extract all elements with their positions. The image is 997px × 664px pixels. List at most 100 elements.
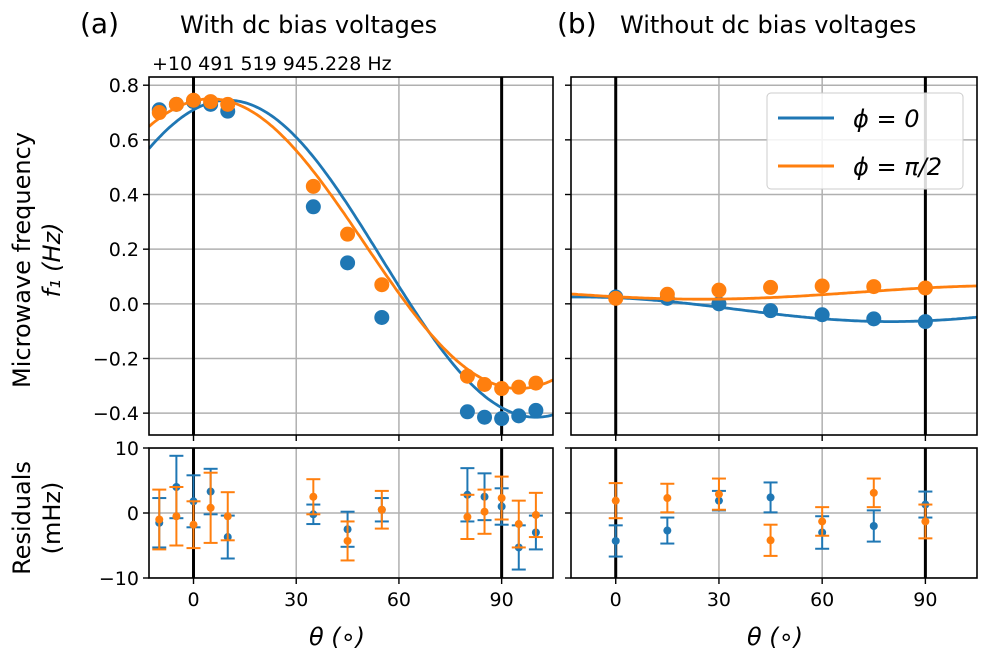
data-point bbox=[309, 492, 318, 501]
data-point bbox=[528, 375, 544, 391]
data-point bbox=[814, 278, 830, 294]
y-tick-label: 0 bbox=[127, 503, 139, 525]
data-point bbox=[659, 286, 675, 302]
x-tick-label: 60 bbox=[387, 589, 411, 611]
y-tick-label: −10 bbox=[99, 568, 139, 590]
panel-a-tag: (a) bbox=[80, 7, 119, 40]
y-axis-label-bottom-line1: Residuals bbox=[8, 461, 36, 575]
panel-b-title: Without dc bias voltages bbox=[620, 11, 916, 39]
data-point bbox=[480, 507, 489, 516]
data-point bbox=[514, 520, 523, 529]
y-tick-label: −0.4 bbox=[93, 403, 139, 425]
x-tick-label: 0 bbox=[610, 589, 622, 611]
data-point bbox=[203, 94, 219, 110]
y-axis-label-top-line2: f₁ (Hz) bbox=[38, 222, 66, 297]
data-point bbox=[869, 488, 878, 497]
x-tick-label: 0 bbox=[187, 589, 199, 611]
data-point bbox=[189, 520, 198, 529]
data-point bbox=[497, 494, 506, 503]
x-axis-label-b: θ (∘) bbox=[747, 623, 803, 651]
data-point bbox=[763, 303, 779, 319]
y-tick-label: 10 bbox=[115, 438, 139, 460]
y-axis-label-bottom-line2: (mHz) bbox=[38, 482, 66, 555]
fit-curve bbox=[149, 97, 553, 390]
offset-text: +10 491 519 945.228 Hz bbox=[152, 53, 392, 75]
data-point bbox=[172, 512, 181, 521]
panel-b-residuals-plot: 0 30 60 90 bbox=[565, 447, 978, 611]
panel-a-residuals-plot: 0 30 60 90 10 0 −10 bbox=[99, 438, 554, 611]
y-tick-label: 0.0 bbox=[109, 294, 139, 316]
data-point bbox=[343, 536, 352, 545]
y-tick-label: 0.2 bbox=[109, 239, 139, 261]
plot-area bbox=[571, 77, 977, 435]
y-axis-label-top-line1: Microwave frequency bbox=[8, 132, 36, 388]
plot-area bbox=[149, 448, 553, 578]
legend-label-phi0: ϕ = 0 bbox=[853, 105, 919, 133]
legend-label-phi-pi2: ϕ = π/2 bbox=[853, 153, 942, 181]
data-point bbox=[917, 314, 933, 330]
data-point bbox=[814, 307, 830, 323]
data-point bbox=[377, 505, 386, 514]
data-point bbox=[714, 490, 723, 499]
data-point bbox=[866, 311, 882, 327]
data-point bbox=[155, 515, 164, 524]
data-point bbox=[611, 496, 620, 505]
axes-frame bbox=[570, 76, 978, 436]
data-point bbox=[223, 512, 232, 521]
data-point bbox=[477, 409, 493, 425]
plot-area bbox=[571, 448, 977, 578]
data-point bbox=[340, 226, 356, 242]
x-tick-label: 30 bbox=[707, 589, 731, 611]
data-point bbox=[866, 279, 882, 295]
fit-curve bbox=[571, 284, 977, 301]
data-point bbox=[463, 512, 472, 521]
data-point bbox=[494, 381, 510, 397]
x-tick-label: 30 bbox=[284, 589, 308, 611]
data-point bbox=[220, 96, 236, 112]
data-point bbox=[663, 526, 672, 535]
data-point bbox=[921, 517, 930, 526]
data-point bbox=[528, 402, 544, 418]
data-point bbox=[663, 494, 672, 503]
data-point bbox=[206, 503, 215, 512]
data-point bbox=[608, 290, 624, 306]
x-tick-label: 90 bbox=[913, 589, 937, 611]
data-point bbox=[374, 277, 390, 293]
panel-a-main-plot: 0.8 0.6 0.4 0.2 0.0 −0.2 −0.4 bbox=[93, 75, 554, 441]
data-point bbox=[511, 408, 527, 424]
data-point bbox=[917, 280, 933, 296]
data-point bbox=[168, 96, 184, 112]
panel-a-title: With dc bias voltages bbox=[180, 11, 437, 39]
data-point bbox=[869, 522, 878, 530]
y-tick-label: 0.4 bbox=[109, 185, 139, 207]
data-point bbox=[711, 282, 727, 298]
y-tick-label: 0.6 bbox=[109, 130, 139, 152]
panel-b-tag: (b) bbox=[557, 7, 597, 40]
x-tick-label: 90 bbox=[490, 589, 514, 611]
data-point bbox=[459, 404, 475, 420]
panel-b-main-plot bbox=[565, 76, 978, 441]
data-point bbox=[611, 536, 620, 545]
x-axis-label-a: θ (∘) bbox=[309, 623, 365, 651]
y-tick-label: 0.8 bbox=[109, 75, 139, 97]
y-tick-label: −0.2 bbox=[93, 348, 139, 370]
data-point bbox=[766, 493, 775, 502]
data-point bbox=[494, 411, 510, 427]
data-point bbox=[305, 199, 321, 215]
data-point bbox=[511, 379, 527, 395]
data-point bbox=[151, 105, 167, 121]
plot-area bbox=[149, 77, 553, 435]
data-point bbox=[818, 517, 827, 526]
x-tick-label: 60 bbox=[810, 589, 834, 611]
data-point bbox=[305, 178, 321, 194]
data-point bbox=[531, 510, 540, 519]
data-point bbox=[374, 309, 390, 325]
data-point bbox=[763, 279, 779, 295]
legend: ϕ = 0 ϕ = π/2 bbox=[766, 92, 964, 190]
data-point bbox=[766, 536, 775, 545]
data-point bbox=[459, 368, 475, 384]
axes-frame bbox=[148, 76, 554, 436]
data-point bbox=[186, 92, 202, 108]
data-point bbox=[340, 255, 356, 271]
